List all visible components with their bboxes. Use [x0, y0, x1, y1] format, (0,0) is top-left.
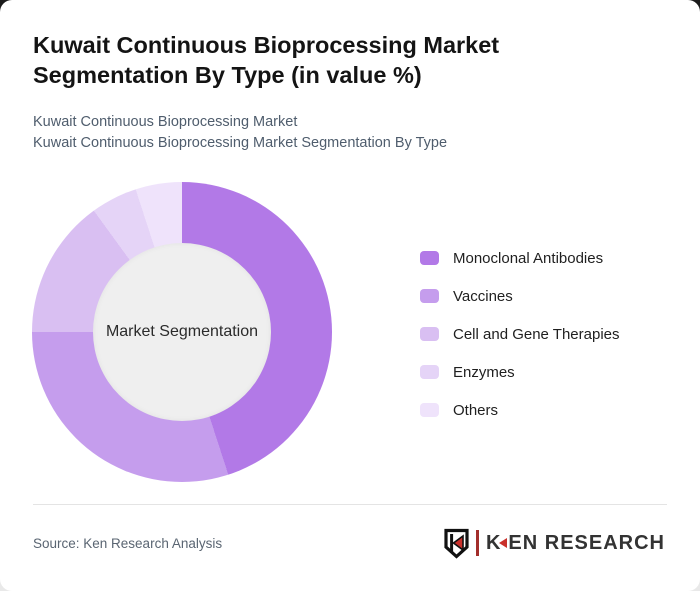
legend-item: Monoclonal Antibodies	[420, 249, 620, 267]
legend-label: Others	[453, 401, 499, 419]
subtitle-line-1: Kuwait Continuous Bioprocessing Market	[33, 114, 298, 130]
logo-separator	[475, 530, 479, 556]
legend-label: Monoclonal Antibodies	[453, 249, 604, 267]
page-title: Kuwait Continuous Bioprocessing Market S…	[33, 32, 500, 88]
chart-legend: Monoclonal Antibodies Vaccines Cell and …	[420, 249, 620, 419]
legend-item: Cell and Gene Therapies	[420, 325, 620, 343]
shield-k-icon	[444, 528, 469, 559]
legend-label: Enzymes	[453, 363, 515, 381]
subtitle-line-2: Kuwait Continuous Bioprocessing Market S…	[33, 135, 448, 151]
donut-center-label: Market Segmentation	[105, 323, 259, 340]
wordmark-rest: EN RESEARCH	[508, 531, 665, 554]
donut-chart: Market Segmentation	[32, 182, 332, 482]
wordmark-k: K	[485, 531, 502, 554]
legend-label: Cell and Gene Therapies	[453, 325, 620, 343]
legend-swatch	[420, 403, 439, 417]
logo-wordmark: K EN RESEARCH	[486, 532, 665, 555]
donut-hole: Market Segmentation	[93, 243, 271, 421]
legend-label: Vaccines	[453, 287, 513, 305]
ken-research-logo: K EN RESEARCH	[443, 527, 665, 559]
legend-swatch	[420, 327, 439, 341]
legend-swatch	[420, 365, 439, 379]
subtitle-block: Kuwait Continuous Bioprocessing Market K…	[33, 112, 447, 154]
red-triangle-icon	[499, 538, 508, 548]
legend-item: Others	[420, 401, 620, 419]
legend-swatch	[420, 251, 439, 265]
legend-swatch	[420, 289, 439, 303]
source-note: Source: Ken Research Analysis	[33, 536, 223, 551]
legend-item: Vaccines	[420, 287, 620, 305]
footer-divider	[33, 504, 667, 505]
legend-item: Enzymes	[420, 363, 620, 381]
